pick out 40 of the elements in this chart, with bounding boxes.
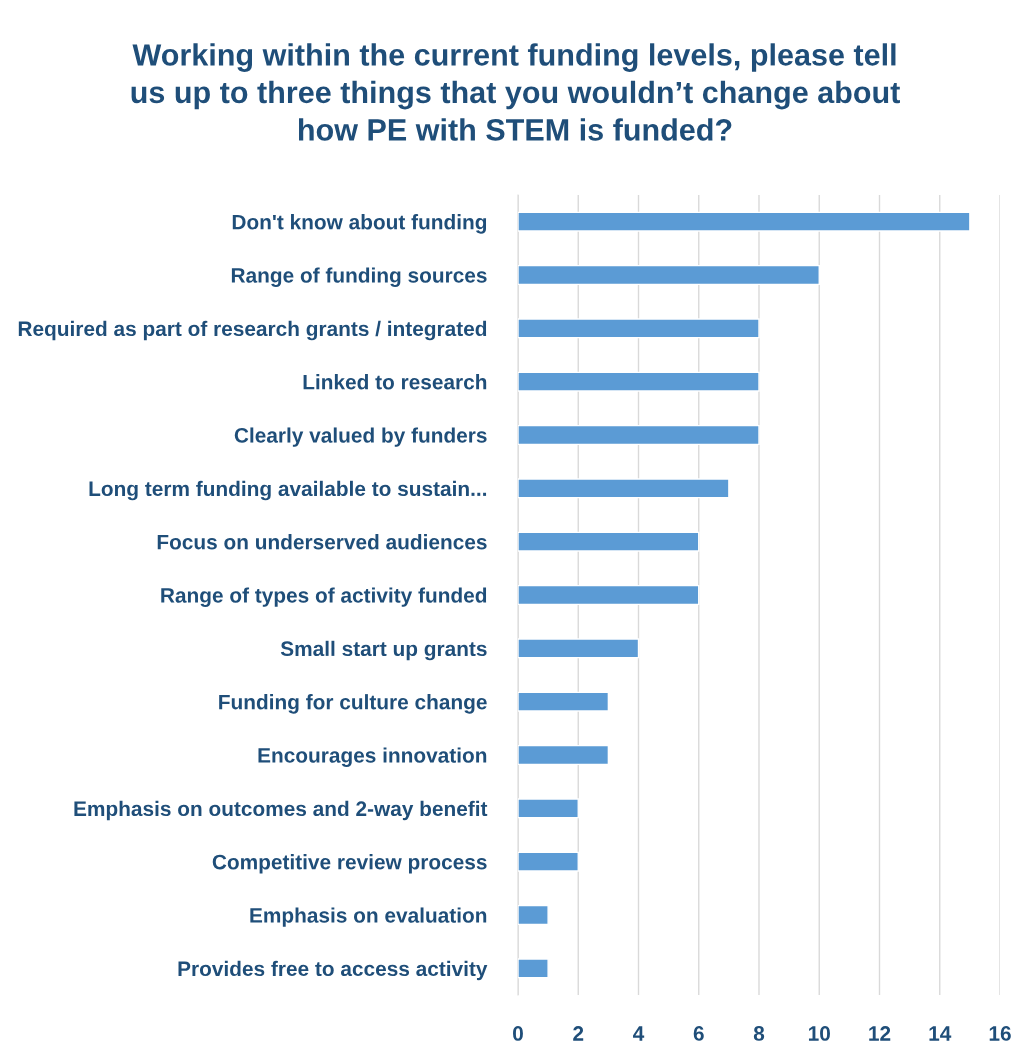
y-tick-label: Clearly valued by funders bbox=[234, 427, 487, 447]
y-tick-label: Emphasis on outcomes and 2-way benefit bbox=[74, 800, 488, 821]
y-tick-label: Funding for culture change bbox=[219, 694, 487, 714]
y-tick-label: Focus on underserved audiences bbox=[157, 534, 487, 550]
bar bbox=[518, 478, 730, 499]
bar bbox=[518, 744, 610, 766]
x-tick-label: 12 bbox=[869, 1026, 891, 1041]
x-tick-label: 4 bbox=[633, 1026, 645, 1041]
bar bbox=[518, 531, 700, 552]
x-tick-label: 14 bbox=[929, 1026, 952, 1041]
bar bbox=[518, 424, 760, 446]
x-tick-label: 0 bbox=[513, 1026, 523, 1041]
bar bbox=[518, 904, 549, 926]
bar bbox=[518, 264, 820, 286]
bar bbox=[518, 798, 579, 819]
y-tick-label: Long term funding available to sustain... bbox=[89, 480, 487, 501]
x-tick-label: 6 bbox=[693, 1026, 704, 1041]
y-tick-label: Range of types of activity funded bbox=[161, 587, 487, 607]
x-tick-label: 8 bbox=[753, 1026, 765, 1041]
x-tick-label: 2 bbox=[573, 1026, 584, 1041]
y-tick-label: Required as part of research grants / integrated bbox=[18, 320, 487, 341]
y-tick-label: Provides free to access activity bbox=[178, 960, 488, 981]
y-tick-label: Competitive review process bbox=[212, 854, 487, 874]
y-tick-label: Range of funding sources bbox=[231, 267, 487, 287]
chart-title: Working within the current funding levels, please tell us up to three things that you wouldn’t change about how PE with STEM is funded? bbox=[131, 43, 900, 141]
x-tick-label: 16 bbox=[989, 1026, 1011, 1041]
bar bbox=[518, 318, 760, 339]
y-tick-label: Don't know about funding bbox=[232, 214, 487, 234]
y-tick-label: Encourages innovation bbox=[258, 747, 487, 767]
bar bbox=[518, 638, 640, 659]
bar bbox=[518, 211, 971, 232]
bar bbox=[518, 958, 549, 979]
bar bbox=[518, 584, 700, 606]
y-tick-label: Emphasis on evaluation bbox=[250, 907, 487, 927]
bar bbox=[518, 691, 610, 712]
x-tick-label: 10 bbox=[808, 1026, 830, 1041]
bar bbox=[518, 371, 760, 392]
bar bbox=[518, 851, 579, 872]
y-tick-label: Small start up grants bbox=[280, 640, 487, 661]
y-tick-label: Linked to research bbox=[303, 374, 487, 390]
